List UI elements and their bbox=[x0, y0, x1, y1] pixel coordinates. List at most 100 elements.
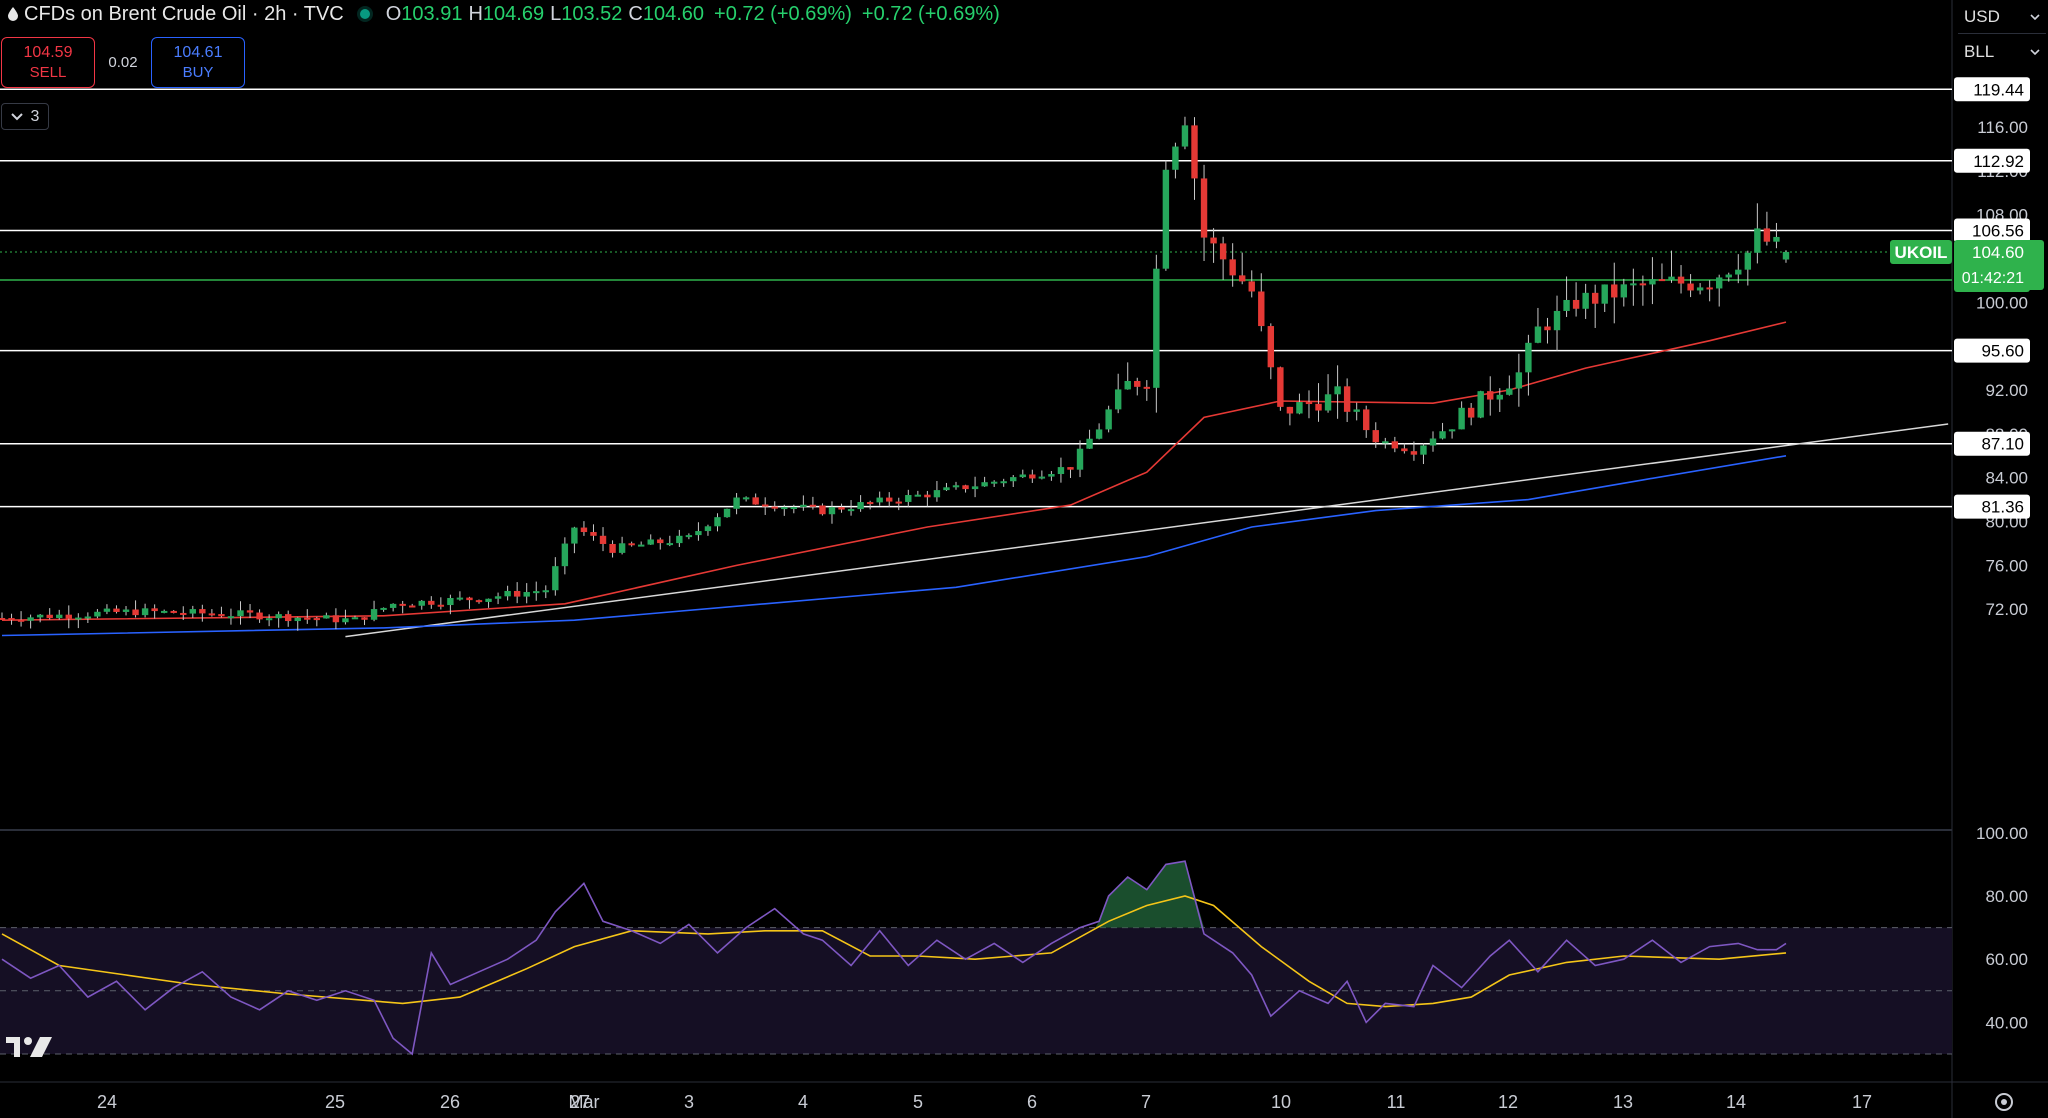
level-price-label: 119.44 bbox=[1973, 80, 2024, 99]
candle bbox=[1620, 278, 1627, 307]
candle bbox=[771, 501, 778, 512]
symbol-title[interactable]: CFDs on Brent Crude Oil · 2h · TVC bbox=[24, 2, 344, 25]
candle-body bbox=[94, 611, 101, 617]
candle-body bbox=[1429, 438, 1437, 446]
candle bbox=[237, 601, 244, 625]
candle bbox=[733, 493, 740, 515]
currency-select[interactable]: USD bbox=[1958, 0, 2046, 34]
level-price-tag bbox=[1954, 494, 2030, 519]
candle-body bbox=[1010, 477, 1017, 482]
level-price-tag bbox=[1954, 77, 2030, 102]
candle bbox=[304, 609, 311, 624]
candle bbox=[990, 480, 998, 487]
price-tick-label: 92.00 bbox=[1985, 381, 2028, 400]
candle bbox=[1343, 378, 1351, 422]
candle-body bbox=[1410, 451, 1418, 455]
candle-body bbox=[218, 614, 225, 617]
candle bbox=[1716, 274, 1723, 307]
candle bbox=[819, 503, 826, 516]
low-value: 103.52 bbox=[561, 2, 623, 25]
candle bbox=[876, 491, 883, 506]
level-price-label: 106.56 bbox=[1972, 221, 2024, 240]
candle-body bbox=[1382, 441, 1389, 444]
candle bbox=[762, 497, 769, 515]
candle bbox=[714, 513, 721, 532]
candle bbox=[1534, 307, 1542, 344]
candle-body bbox=[1658, 279, 1666, 282]
candle bbox=[370, 600, 378, 622]
candle bbox=[1363, 405, 1370, 438]
candle-body bbox=[1496, 394, 1503, 400]
candle-body bbox=[733, 497, 740, 509]
candle-body bbox=[714, 517, 721, 527]
candle-body bbox=[1506, 388, 1513, 395]
sell-button[interactable]: 104.59 SELL bbox=[1, 37, 95, 88]
candle-body bbox=[914, 494, 922, 497]
candle bbox=[571, 526, 578, 554]
candle bbox=[637, 541, 645, 547]
candle bbox=[466, 596, 473, 609]
candle-body bbox=[742, 497, 750, 500]
candle-body bbox=[466, 597, 473, 601]
candle-body bbox=[886, 497, 893, 502]
candle-body bbox=[1305, 402, 1313, 405]
settings-gear-icon[interactable] bbox=[1995, 1093, 2013, 1111]
candle bbox=[475, 599, 483, 604]
candle bbox=[886, 492, 893, 508]
candle bbox=[971, 476, 979, 498]
candle-body bbox=[27, 617, 34, 621]
unit-value: BLL bbox=[1964, 42, 1995, 61]
candle-body bbox=[313, 618, 321, 621]
candle bbox=[781, 504, 788, 516]
candle-body bbox=[494, 596, 502, 599]
candle-body bbox=[790, 507, 798, 510]
candle-body bbox=[237, 610, 244, 617]
indicators-toggle-button[interactable]: 3 bbox=[1, 103, 49, 130]
sell-label: SELL bbox=[29, 64, 67, 81]
candle bbox=[828, 501, 836, 524]
time-tick-label: 13 bbox=[1613, 1092, 1633, 1112]
price-tick-label: 84.00 bbox=[1985, 469, 2028, 488]
candle bbox=[704, 524, 712, 536]
candle bbox=[1038, 470, 1046, 480]
candle bbox=[218, 606, 225, 618]
candle bbox=[141, 603, 149, 618]
rsi-tick-label: 80.00 bbox=[1985, 887, 2028, 906]
candle-body bbox=[1076, 448, 1084, 470]
candle bbox=[84, 612, 92, 624]
candle-body bbox=[552, 566, 559, 591]
candle bbox=[65, 605, 72, 629]
candle-body bbox=[389, 603, 397, 608]
candle bbox=[1267, 323, 1275, 380]
candle bbox=[981, 476, 988, 487]
candle-body bbox=[332, 615, 340, 623]
candle bbox=[17, 611, 25, 627]
candle-body bbox=[1487, 391, 1494, 400]
chevron-down-icon bbox=[2030, 49, 2040, 55]
unit-select[interactable]: BLL bbox=[1958, 35, 2046, 69]
candle-body bbox=[1219, 243, 1227, 260]
candle-body bbox=[1696, 287, 1704, 291]
candle-body bbox=[275, 614, 282, 619]
candle bbox=[1029, 469, 1036, 483]
candle-body bbox=[1286, 406, 1294, 414]
candle-body bbox=[1773, 236, 1780, 242]
candle bbox=[628, 541, 635, 547]
candle-body bbox=[199, 609, 206, 614]
candle-body bbox=[46, 614, 53, 618]
candle-body bbox=[1343, 386, 1351, 412]
candle bbox=[1458, 401, 1465, 430]
candle bbox=[189, 605, 196, 618]
candle bbox=[56, 609, 63, 620]
rsi-line bbox=[1, 860, 1787, 1056]
candle bbox=[1124, 362, 1131, 390]
candle-body bbox=[227, 616, 235, 619]
candle bbox=[1563, 276, 1570, 317]
buy-button[interactable]: 104.61 BUY bbox=[151, 37, 245, 88]
candle bbox=[1324, 374, 1332, 413]
candle bbox=[1134, 377, 1141, 396]
candle-body bbox=[1649, 279, 1656, 285]
candle-body bbox=[1191, 125, 1198, 179]
candle bbox=[1601, 284, 1608, 313]
